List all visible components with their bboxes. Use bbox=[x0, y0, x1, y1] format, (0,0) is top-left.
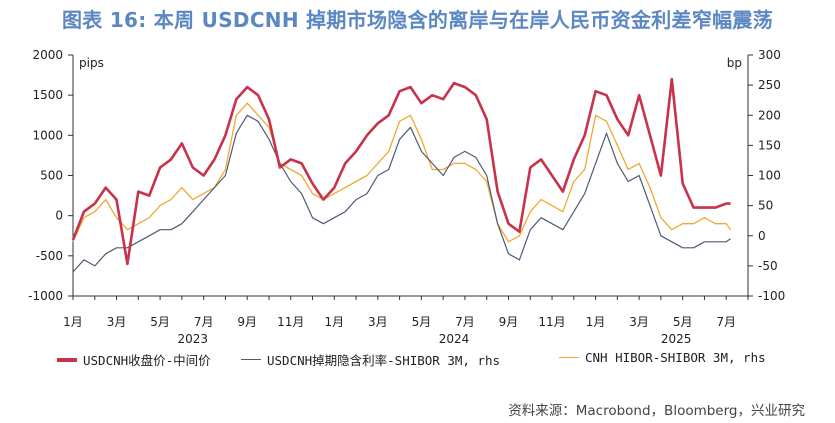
legend-label-series3: CNH HIBOR-SHIBOR 3M, rhs bbox=[585, 350, 766, 365]
legend-swatch-series2 bbox=[241, 358, 261, 361]
series-line-1 bbox=[71, 77, 731, 266]
x-axis: 1月 3月 5月 7月 9月 11月 1月 3月 5月 7月 9月 11月 1月 3月 5月 7月 2023 20… bbox=[63, 296, 749, 346]
right-tick-label: 200 bbox=[758, 108, 781, 122]
x-year-label: 2023 bbox=[177, 332, 208, 346]
x-tick-label: 3月 bbox=[107, 315, 127, 329]
right-axis: 300 250 200 150 100 50 0 -50 -100 bbox=[748, 48, 785, 303]
legend-swatch-series1 bbox=[57, 357, 77, 362]
x-tick-label: 5月 bbox=[150, 315, 170, 329]
x-tick-label: 5月 bbox=[673, 315, 693, 329]
series-lines bbox=[71, 77, 732, 273]
left-tick-label: 1500 bbox=[32, 88, 63, 102]
legend-item-series2: USDCNH掉期隐含利率-SHIBOR 3M, rhs bbox=[241, 350, 500, 369]
right-tick-label: 300 bbox=[758, 48, 781, 62]
x-tick-label: 11月 bbox=[538, 315, 565, 329]
left-tick-label: -1000 bbox=[28, 289, 63, 303]
legend-swatch-series3 bbox=[559, 356, 579, 359]
source-note: 资料来源：Macrobond，Bloomberg，兴业研究 bbox=[508, 403, 805, 419]
series-line-3 bbox=[72, 102, 732, 243]
right-tick-label: 250 bbox=[758, 78, 781, 92]
legend-label-series1: USDCNH收盘价-中间价 bbox=[83, 353, 211, 368]
x-year-label: 2024 bbox=[439, 332, 470, 346]
left-tick-label: 0 bbox=[55, 209, 63, 223]
x-tick-label: 7月 bbox=[455, 315, 475, 329]
chart-title: 图表 16: 本周 USDCNH 掉期市场隐含的离岸与在岸人民币资金利差窄幅震荡 bbox=[61, 8, 774, 32]
left-tick-label: 2000 bbox=[32, 48, 63, 62]
x-tick-label: 5月 bbox=[412, 315, 432, 329]
right-tick-label: 0 bbox=[758, 229, 766, 243]
left-axis: 2000 1500 1000 500 0 -500 -1000 bbox=[28, 48, 73, 303]
x-tick-label: 1月 bbox=[324, 315, 344, 329]
left-tick-label: 1000 bbox=[32, 128, 63, 142]
legend-label-series2: USDCNH掉期隐含利率-SHIBOR 3M, rhs bbox=[267, 353, 501, 368]
plot-frame bbox=[72, 55, 749, 297]
x-tick-label: 3月 bbox=[629, 315, 649, 329]
x-tick-label: 11月 bbox=[277, 315, 304, 329]
legend-item-series1: USDCNH收盘价-中间价 bbox=[57, 350, 211, 369]
right-axis-unit: bp bbox=[727, 56, 742, 70]
left-tick-label: -500 bbox=[36, 249, 63, 263]
x-tick-label: 9月 bbox=[499, 315, 519, 329]
axis-unit-labels: pips bp bbox=[79, 56, 742, 70]
legend-item-series3: CNH HIBOR-SHIBOR 3M, rhs bbox=[559, 350, 766, 365]
x-tick-label: 1月 bbox=[586, 315, 606, 329]
x-tick-label: 9月 bbox=[237, 315, 257, 329]
left-axis-unit: pips bbox=[79, 56, 104, 70]
right-tick-label: -50 bbox=[758, 259, 778, 273]
right-tick-label: 50 bbox=[758, 199, 773, 213]
x-tick-label: 7月 bbox=[194, 315, 214, 329]
x-year-label: 2025 bbox=[661, 332, 692, 346]
series-line-2 bbox=[72, 114, 731, 273]
right-tick-label: 150 bbox=[758, 138, 781, 152]
x-tick-label: 1月 bbox=[63, 315, 83, 329]
x-tick-label: 3月 bbox=[368, 315, 388, 329]
left-tick-label: 500 bbox=[40, 169, 63, 183]
x-tick-label: 7月 bbox=[716, 315, 736, 329]
right-tick-label: -100 bbox=[758, 289, 785, 303]
right-tick-label: 100 bbox=[758, 169, 781, 183]
